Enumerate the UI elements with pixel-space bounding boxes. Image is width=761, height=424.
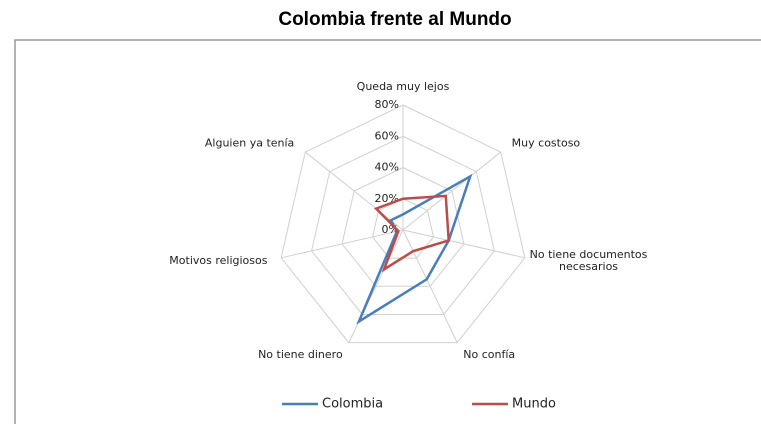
axis-spoke (402, 151, 502, 231)
y-tick-label: 40% (375, 161, 399, 174)
y-tick-label: 80% (375, 98, 399, 111)
category-label: Muy costoso (512, 136, 581, 149)
axis-spoke (281, 229, 404, 259)
grid-ring (280, 104, 526, 344)
series-line (356, 173, 473, 325)
category-label: No tiene documentos necesarios (530, 248, 648, 273)
grid-ring (341, 166, 465, 287)
grid-ring (311, 135, 495, 315)
category-label: No confía (463, 348, 515, 361)
axis-spoke (304, 151, 404, 231)
legend-label: Colombia (322, 397, 383, 412)
axis-spoke (402, 229, 458, 343)
chart-frame (14, 39, 761, 424)
legend-label: Mundo (512, 397, 556, 412)
chart-title: Colombia frente al Mundo (278, 9, 511, 30)
category-label: No tiene dinero (258, 348, 343, 361)
axis-spoke (402, 229, 525, 259)
axis-spoke (348, 229, 404, 343)
y-tick-label: 60% (375, 129, 399, 142)
category-label: Alguien ya tenía (205, 136, 294, 149)
series-line (373, 194, 451, 273)
category-label: Queda muy lejos (357, 80, 450, 93)
category-label: Motivos religiosos (169, 254, 267, 267)
